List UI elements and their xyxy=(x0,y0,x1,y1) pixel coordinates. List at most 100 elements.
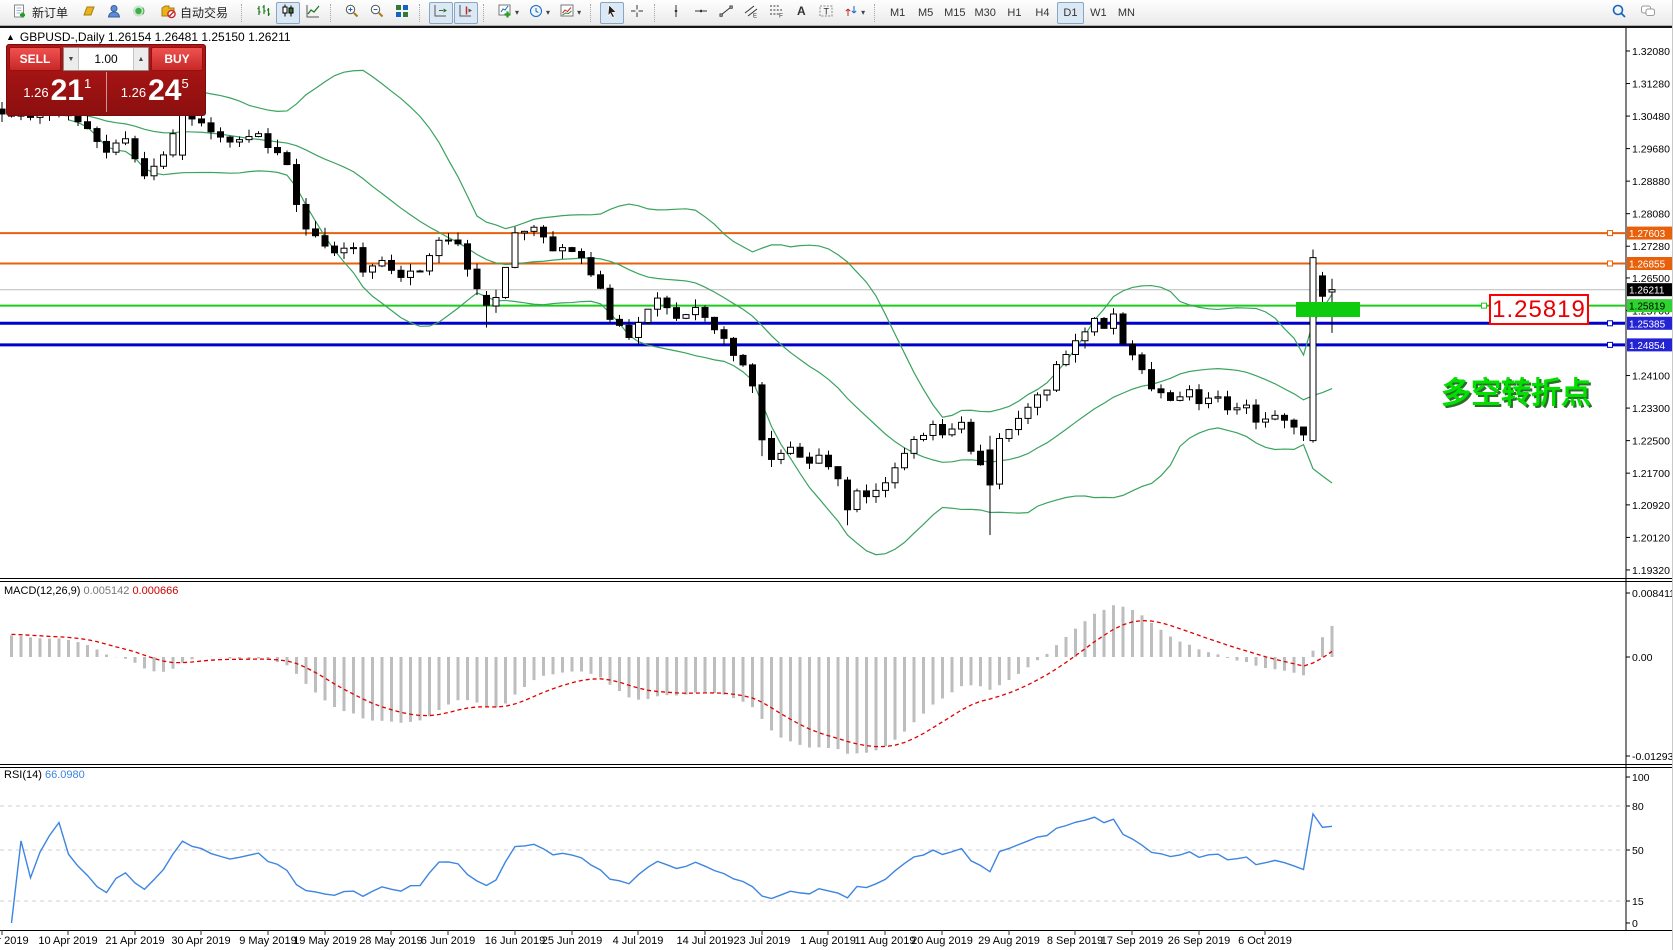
svg-text:1.27280: 1.27280 xyxy=(1632,241,1670,253)
horizontal-line-button[interactable] xyxy=(689,2,713,24)
cursor-button[interactable] xyxy=(600,1,625,24)
timeframe-button-w1[interactable]: W1 xyxy=(1090,6,1107,19)
svg-text:1.24854: 1.24854 xyxy=(1629,341,1666,352)
sell-price[interactable]: 1.26 21 1 xyxy=(9,75,106,109)
timeframe-button-mn[interactable]: MN xyxy=(1117,6,1135,19)
svg-text:19 May 2019: 19 May 2019 xyxy=(293,935,357,947)
timeframe-button-d1[interactable]: D1 xyxy=(1056,1,1084,24)
svg-text:4 Jul 2019: 4 Jul 2019 xyxy=(613,935,664,947)
svg-text:1.26855: 1.26855 xyxy=(1629,260,1666,271)
sell-price-pip: 1 xyxy=(83,75,92,91)
svg-text:1.22500: 1.22500 xyxy=(1632,436,1670,448)
bar-chart-button[interactable] xyxy=(251,2,275,24)
timeframe-button-m1[interactable]: M1 xyxy=(889,6,906,19)
buy-price-pip: 5 xyxy=(181,75,189,91)
indicators-button[interactable]: ▾ xyxy=(493,2,523,24)
zoom-in-icon xyxy=(344,3,360,22)
chevron-down-icon: ▾ xyxy=(577,8,582,17)
svg-text:1.28080: 1.28080 xyxy=(1632,209,1670,221)
svg-text:28 May 2019: 28 May 2019 xyxy=(359,935,423,947)
svg-text:50: 50 xyxy=(1632,845,1644,857)
alerts-button[interactable] xyxy=(127,2,151,24)
new-order-button[interactable]: 新订单 xyxy=(4,2,76,24)
volume-increase-button[interactable]: ▲ xyxy=(133,48,148,70)
sound-icon xyxy=(131,3,147,22)
svg-text:A: A xyxy=(797,4,806,18)
templates-button[interactable]: ▾ xyxy=(555,2,585,24)
buy-price[interactable]: 1.26 24 5 xyxy=(107,75,204,109)
template-icon xyxy=(559,3,575,22)
svg-text:1.31280: 1.31280 xyxy=(1632,79,1670,91)
ohlc-bars-icon xyxy=(255,3,271,22)
accounts-button[interactable] xyxy=(102,2,126,24)
buy-price-prefix: 1.26 xyxy=(120,84,147,100)
svg-text:6 Oct 2019: 6 Oct 2019 xyxy=(1238,935,1292,947)
svg-text:1.26211: 1.26211 xyxy=(1629,286,1665,297)
timeframe-button-m30[interactable]: M30 xyxy=(974,6,996,19)
annotation-text: 多空转折点 xyxy=(1441,377,1591,410)
clock-icon xyxy=(528,3,544,22)
vertical-line-button[interactable] xyxy=(664,2,688,24)
tile-windows-button[interactable] xyxy=(390,2,414,24)
volume-input[interactable] xyxy=(79,48,133,70)
volume-decrease-button[interactable]: ▼ xyxy=(64,48,79,70)
text-label-button[interactable]: T xyxy=(814,2,838,24)
auto-trading-button[interactable]: 自动交易 xyxy=(152,2,236,24)
arrows-button[interactable]: ▾ xyxy=(839,2,869,24)
periods-button[interactable]: ▾ xyxy=(524,2,554,24)
svg-text:30 Apr 2019: 30 Apr 2019 xyxy=(171,935,230,947)
candlestick-chart-button[interactable] xyxy=(276,1,301,24)
svg-text:20 Aug 2019: 20 Aug 2019 xyxy=(911,935,973,947)
trendline-button[interactable] xyxy=(714,2,738,24)
sell-price-prefix: 1.26 xyxy=(23,84,49,100)
svg-text:25 Jun 2019: 25 Jun 2019 xyxy=(542,935,603,947)
zoom-in-button[interactable] xyxy=(340,2,364,24)
crosshair-button[interactable] xyxy=(625,2,649,24)
line-chart-button[interactable] xyxy=(301,2,325,24)
toolbar-right-group xyxy=(1607,2,1668,24)
svg-text:1.32080: 1.32080 xyxy=(1632,46,1670,58)
text-button[interactable]: A xyxy=(789,2,813,24)
svg-text:100: 100 xyxy=(1632,772,1650,784)
timeframe-button-h4[interactable]: H4 xyxy=(1035,6,1050,19)
timeframe-button-m5[interactable]: M5 xyxy=(917,6,934,19)
chart-title: ▲ GBPUSD-,Daily 1.26154 1.26481 1.25150 … xyxy=(6,30,291,44)
buy-button[interactable]: BUY xyxy=(151,47,203,71)
collapse-arrow-icon[interactable]: ▲ xyxy=(6,32,15,42)
text-label-icon: T xyxy=(818,3,834,22)
market-watch-button[interactable] xyxy=(77,2,101,24)
price-alert-label[interactable]: 1.25819 xyxy=(1489,294,1589,325)
indicators-icon xyxy=(497,3,513,22)
search-button[interactable] xyxy=(1607,2,1631,24)
macd-main-value: 0.005142 xyxy=(83,585,130,597)
chat-button[interactable] xyxy=(1636,2,1660,24)
svg-text:26 Sep 2019: 26 Sep 2019 xyxy=(1168,935,1230,947)
sell-button[interactable]: SELL xyxy=(9,47,61,71)
svg-text:0.00: 0.00 xyxy=(1632,652,1653,664)
svg-text:1.26500: 1.26500 xyxy=(1632,273,1670,285)
svg-text:T: T xyxy=(824,7,830,17)
svg-text:0: 0 xyxy=(1632,918,1638,930)
svg-text:1.28880: 1.28880 xyxy=(1632,176,1670,188)
zoom-out-button[interactable] xyxy=(365,2,389,24)
auto-trade-icon xyxy=(160,3,176,22)
timeframe-button-m15[interactable]: M15 xyxy=(944,6,966,19)
chart-title-text: GBPUSD-,Daily 1.26154 1.26481 1.25150 1.… xyxy=(19,30,291,44)
fibonacci-button[interactable]: F xyxy=(764,2,788,24)
equidistant-channel-button[interactable]: E xyxy=(739,2,763,24)
auto-scroll-button[interactable] xyxy=(429,1,454,24)
timeframe-button-h1[interactable]: H1 xyxy=(1007,6,1022,19)
profile-icon xyxy=(106,3,122,22)
price-divider xyxy=(105,72,107,112)
one-click-trading-panel: SELL ▼ ▲ BUY 1.26 21 1 1.26 24 5 xyxy=(6,44,206,116)
svg-text:1.21700: 1.21700 xyxy=(1632,468,1670,480)
svg-text:1.24100: 1.24100 xyxy=(1632,371,1670,383)
svg-text:1.25819: 1.25819 xyxy=(1629,302,1666,313)
macd-name: MACD(12,26,9) xyxy=(4,585,81,597)
chart-shift-button[interactable] xyxy=(454,1,479,24)
svg-text:1.25385: 1.25385 xyxy=(1629,319,1666,330)
svg-text:17 Sep 2019: 17 Sep 2019 xyxy=(1101,935,1163,947)
svg-text:8 Sep 2019: 8 Sep 2019 xyxy=(1047,935,1103,947)
